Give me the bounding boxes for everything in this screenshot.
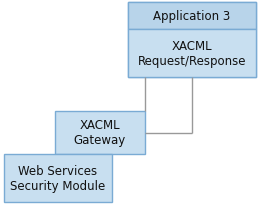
Bar: [55, 111, 145, 154]
Text: Application 3: Application 3: [153, 10, 231, 23]
Text: Web Services
Security Module: Web Services Security Module: [10, 164, 106, 192]
Bar: [4, 154, 112, 202]
Bar: [128, 3, 256, 78]
Bar: [128, 30, 256, 78]
Bar: [128, 3, 256, 30]
Text: XACML
Gateway: XACML Gateway: [74, 119, 126, 147]
Text: XACML
Request/Response: XACML Request/Response: [138, 40, 246, 68]
